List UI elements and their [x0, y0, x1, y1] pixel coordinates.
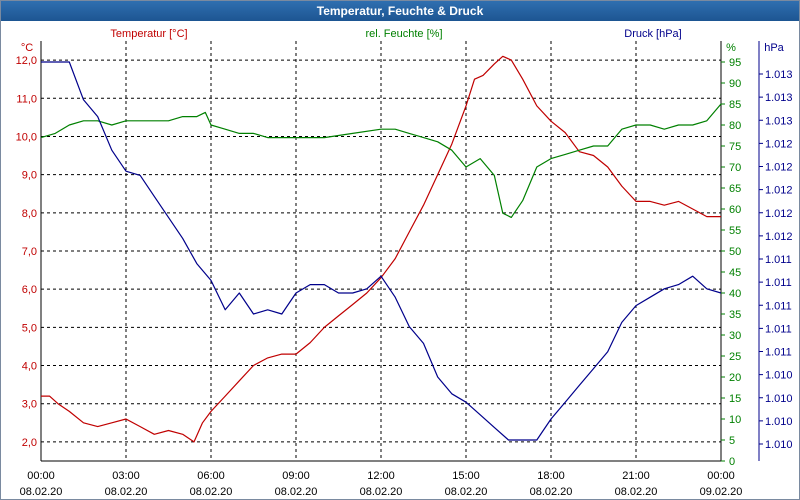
pressure-tick-label: 1.012: [765, 138, 793, 150]
pressure-tick-label: 1.010: [765, 370, 793, 382]
pressure-tick-label: 1.010: [765, 416, 793, 428]
x-tick-date: 08.02.20: [275, 486, 318, 498]
pressure-tick-label: 1.010: [765, 393, 793, 405]
left-axis-unit: °C: [21, 42, 33, 54]
left-tick-label: 5,0: [22, 322, 37, 334]
left-tick-label: 3,0: [22, 399, 37, 411]
humidity-tick-label: 20: [729, 372, 741, 384]
humidity-tick-label: 75: [729, 141, 741, 153]
grid-layer: [41, 41, 721, 461]
humidity-tick-label: 70: [729, 162, 741, 174]
left-tick-label: 6,0: [22, 284, 37, 296]
x-tick-date: 08.02.20: [360, 486, 403, 498]
ticks-layer: 2,0 3,0 4,0 5,0 6,0 7,0 8,0 9,0 10,0 11,0 12,0 00:0…: [16, 41, 793, 498]
x-tick-time: 03:00: [112, 470, 140, 482]
x-tick-time: 09:00: [282, 470, 310, 482]
humidity-line: [40, 103, 722, 218]
x-tick-time: 00:00: [27, 470, 55, 482]
pressure-tick-label: 1.012: [765, 162, 793, 174]
humidity-tick-label: 90: [729, 78, 741, 90]
x-tick-time: 06:00: [197, 470, 225, 482]
x-tick-date: 08.02.20: [530, 486, 573, 498]
humidity-tick-label: 30: [729, 330, 741, 342]
x-tick-time: 21:00: [622, 470, 650, 482]
series-layer: [40, 55, 722, 443]
left-tick-label: 9,0: [22, 170, 37, 182]
humidity-tick-label: 40: [729, 288, 741, 300]
humidity-tick-label: 85: [729, 99, 741, 111]
humidity-tick-label: 35: [729, 309, 741, 321]
left-tick-label: 8,0: [22, 208, 37, 220]
left-tick-label: 12,0: [16, 55, 37, 67]
x-tick-date: 08.02.20: [190, 486, 233, 498]
humidity-tick-label: 55: [729, 225, 741, 237]
humidity-tick-label: 95: [729, 57, 741, 69]
humidity-tick-label: 65: [729, 183, 741, 195]
pressure-tick-label: 1.012: [765, 208, 793, 220]
humidity-tick-label: 15: [729, 393, 741, 405]
pressure-tick-label: 1.010: [765, 439, 793, 451]
humidity-tick-label: 60: [729, 204, 741, 216]
left-tick-label: 7,0: [22, 246, 37, 258]
x-tick-date: 08.02.20: [105, 486, 148, 498]
humidity-tick-label: 5: [729, 435, 735, 447]
pressure-tick-label: 1.011: [765, 254, 792, 266]
humidity-tick-label: 45: [729, 267, 741, 279]
left-tick-label: 11,0: [16, 93, 37, 105]
x-tick-date: 08.02.20: [615, 486, 658, 498]
left-tick-label: 10,0: [16, 131, 37, 143]
humidity-tick-label: 0: [729, 456, 735, 468]
pressure-tick-label: 1.013: [765, 115, 793, 127]
pressure-tick-label: 1.011: [765, 300, 792, 312]
temperature-line: [41, 55, 721, 443]
pressure-tick-label: 1.011: [765, 323, 792, 335]
left-tick-label: 4,0: [22, 361, 37, 373]
pressure-tick-label: 1.011: [765, 277, 792, 289]
left-tick-label: 2,0: [22, 437, 37, 449]
x-tick-time: 15:00: [452, 470, 480, 482]
right-axis-pressure-unit: hPa: [764, 42, 784, 54]
humidity-tick-label: 10: [729, 414, 741, 426]
x-tick-time: 12:00: [367, 470, 395, 482]
humidity-tick-label: 80: [729, 120, 741, 132]
legend-humidity: rel. Feuchte [%]: [365, 28, 442, 40]
x-tick-date: 09.02.20: [700, 486, 743, 498]
x-tick-time: 00:00: [707, 470, 735, 482]
legend-pressure: Druck [hPa]: [624, 28, 681, 40]
window-title: Temperatur, Feuchte & Druck: [1, 1, 799, 21]
x-tick-date: 08.02.20: [20, 486, 63, 498]
x-tick-date: 08.02.20: [445, 486, 488, 498]
legend-temperature: Temperatur [°C]: [110, 28, 187, 40]
pressure-tick-label: 1.012: [765, 231, 793, 243]
pressure-line: [41, 61, 722, 441]
pressure-tick-label: 1.013: [765, 69, 793, 81]
x-tick-time: 18:00: [537, 470, 565, 482]
humidity-tick-label: 50: [729, 246, 741, 258]
humidity-tick-label: 25: [729, 351, 741, 363]
pressure-tick-label: 1.013: [765, 92, 793, 104]
pressure-tick-label: 1.012: [765, 185, 793, 197]
pressure-tick-label: 1.011: [765, 347, 792, 359]
right-axis-humidity-unit: %: [726, 42, 736, 54]
